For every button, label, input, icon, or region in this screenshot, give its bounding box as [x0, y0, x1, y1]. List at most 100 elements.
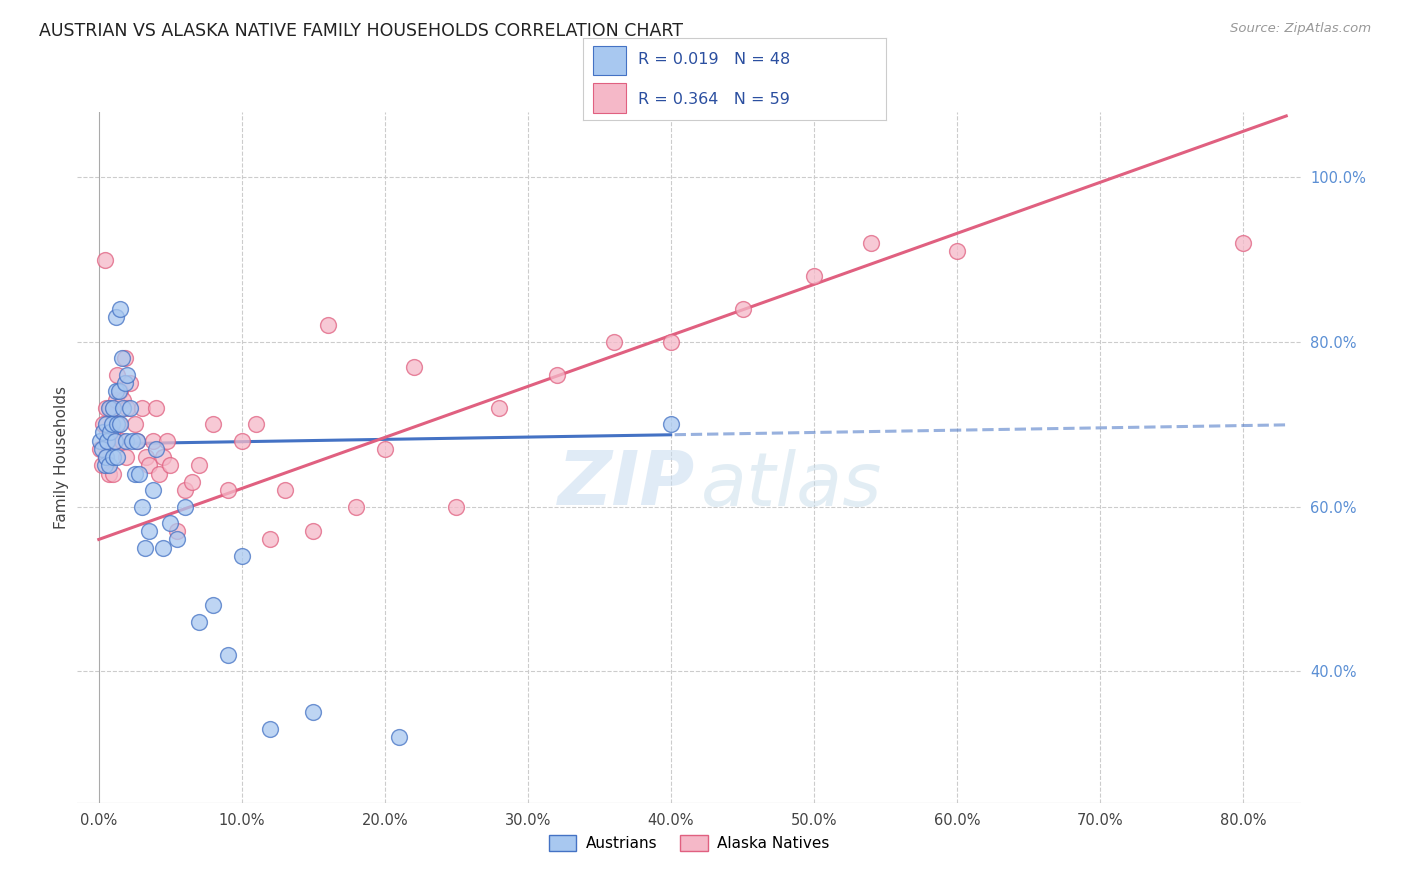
Point: [90, 442, 112, 456]
Point: [316, 318, 339, 333]
Point: [274, 483, 297, 497]
Point: [127, 434, 149, 448]
Point: [103, 434, 125, 448]
Text: Source: ZipAtlas.com: Source: ZipAtlas.com: [1230, 22, 1371, 36]
Point: [101, 450, 124, 464]
Point: [110, 301, 132, 316]
Point: [731, 301, 754, 316]
Point: [91, 425, 114, 440]
Point: [100, 417, 122, 432]
Point: [148, 467, 170, 481]
Point: [105, 417, 128, 432]
Point: [94, 417, 117, 432]
Point: [446, 500, 468, 514]
Point: [96, 434, 118, 448]
Point: [302, 524, 325, 539]
Point: [138, 524, 160, 539]
Point: [104, 392, 127, 407]
Point: [94, 401, 117, 415]
Point: [105, 368, 128, 382]
Point: [173, 500, 195, 514]
Text: R = 0.364   N = 59: R = 0.364 N = 59: [638, 92, 790, 106]
Point: [187, 615, 209, 629]
Point: [112, 392, 135, 407]
Point: [159, 516, 181, 530]
Point: [803, 269, 825, 284]
Point: [145, 442, 167, 456]
Point: [127, 434, 149, 448]
Point: [131, 401, 153, 415]
Point: [103, 434, 125, 448]
Point: [100, 425, 122, 440]
Point: [94, 450, 117, 464]
Point: [156, 434, 179, 448]
Point: [152, 450, 174, 464]
Point: [187, 458, 209, 473]
Point: [659, 334, 682, 349]
Y-axis label: Family Households: Family Households: [53, 385, 69, 529]
Point: [98, 401, 121, 415]
Point: [231, 434, 253, 448]
Point: [259, 722, 281, 736]
Point: [97, 458, 120, 473]
Point: [152, 541, 174, 555]
Point: [89, 442, 111, 456]
Point: [946, 244, 969, 259]
Point: [138, 458, 160, 473]
Point: [96, 434, 118, 448]
Point: [402, 359, 425, 374]
Point: [217, 483, 239, 497]
Point: [159, 458, 181, 473]
Point: [98, 425, 121, 440]
Point: [97, 401, 120, 415]
Point: [603, 334, 626, 349]
Point: [388, 730, 411, 744]
Point: [93, 252, 115, 267]
Point: [166, 533, 188, 547]
Point: [101, 401, 124, 415]
Point: [546, 368, 568, 382]
Point: [90, 458, 112, 473]
Point: [89, 434, 111, 448]
Point: [101, 401, 124, 415]
Point: [142, 434, 165, 448]
Point: [180, 475, 202, 489]
Point: [128, 467, 150, 481]
Point: [91, 417, 114, 432]
Point: [114, 376, 136, 390]
Point: [231, 549, 253, 563]
Text: atlas: atlas: [702, 449, 883, 521]
Point: [124, 467, 146, 481]
Point: [94, 450, 117, 464]
Point: [120, 401, 142, 415]
Point: [860, 236, 883, 251]
Point: [104, 384, 127, 399]
Point: [659, 417, 682, 432]
Point: [131, 500, 153, 514]
Point: [105, 450, 128, 464]
Point: [344, 500, 367, 514]
Point: [134, 541, 156, 555]
Point: [1232, 236, 1254, 251]
Point: [110, 384, 132, 399]
Point: [124, 417, 146, 432]
Point: [104, 310, 127, 325]
Point: [488, 401, 510, 415]
Point: [115, 434, 138, 448]
Bar: [592, 45, 626, 75]
Point: [173, 483, 195, 497]
Point: [245, 417, 267, 432]
Point: [202, 599, 225, 613]
Point: [93, 458, 115, 473]
Point: [120, 376, 142, 390]
Text: R = 0.019   N = 48: R = 0.019 N = 48: [638, 53, 790, 67]
Bar: [592, 84, 626, 113]
Point: [121, 434, 143, 448]
Point: [374, 442, 396, 456]
Text: AUSTRIAN VS ALASKA NATIVE FAMILY HOUSEHOLDS CORRELATION CHART: AUSTRIAN VS ALASKA NATIVE FAMILY HOUSEHO…: [39, 22, 683, 40]
Legend: Austrians, Alaska Natives: Austrians, Alaska Natives: [543, 829, 835, 857]
Point: [111, 434, 134, 448]
Point: [202, 417, 225, 432]
Point: [108, 417, 131, 432]
Point: [217, 648, 239, 662]
